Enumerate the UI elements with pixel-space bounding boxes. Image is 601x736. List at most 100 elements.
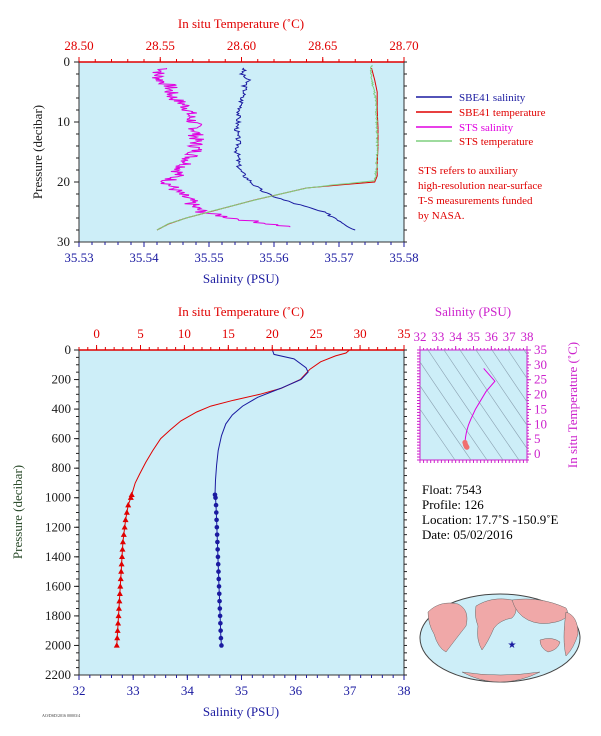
temperature-marker <box>117 575 124 582</box>
temperature-marker <box>119 553 126 560</box>
top-sal-tick-label-35-58: 35.58 <box>389 250 418 265</box>
main-sal-tick-label-35: 35 <box>235 683 248 698</box>
full-profile-plot-area <box>78 349 405 676</box>
float-location: Location: 17.7˚S -150.9˚E <box>422 512 559 527</box>
top-pressure-tick-label-0: 0 <box>64 54 71 69</box>
legend-label-sts-temperature: STS temperature <box>459 136 533 148</box>
main-sal-tick-label-34: 34 <box>181 683 195 698</box>
ts-temp-tick-label-35: 35 <box>534 342 547 357</box>
top-sal-tick-label-35-55: 35.55 <box>194 250 223 265</box>
top-pressure-tick-label-20: 20 <box>57 174 70 189</box>
salinity-marker <box>217 606 223 611</box>
main-pressure-tick-label-1000: 1000 <box>45 490 71 505</box>
temperature-marker <box>114 634 121 641</box>
salinity-marker <box>219 643 224 648</box>
salinity-marker <box>214 532 220 537</box>
near-surface-series-group <box>152 64 379 231</box>
salinity-marker <box>215 539 220 545</box>
temperature-marker <box>128 491 135 497</box>
main-sal-tick-label-38: 38 <box>398 683 411 698</box>
full-profile-line-temperature <box>116 349 350 646</box>
main-temp-tick-label-20: 20 <box>266 326 279 341</box>
salinity-marker <box>213 502 219 508</box>
temperature-marker <box>118 568 125 574</box>
temperature-marker <box>119 546 126 552</box>
sts-note: STS refers to auxiliary high-resolution … <box>418 165 542 222</box>
ts-series-group <box>462 368 496 450</box>
salinity-marker <box>215 561 221 567</box>
ts-plot-area <box>419 349 528 461</box>
ts-sal-tick-label-36: 36 <box>485 329 499 344</box>
main-pressure-tick-label-600: 600 <box>52 431 72 446</box>
float-position-marker: ★ <box>508 640 517 651</box>
map-landmass-asia <box>511 598 568 624</box>
main-temp-tick-label-30: 30 <box>354 326 367 341</box>
salinity-marker <box>216 584 222 589</box>
temperature-marker <box>115 612 122 619</box>
temperature-marker <box>113 642 120 648</box>
main-pressure-tick-label-200: 200 <box>52 372 72 387</box>
ts-sal-tick-label-38: 38 <box>521 329 534 344</box>
main-temp-tick-label-0: 0 <box>93 326 100 341</box>
ts-density-contour <box>427 350 504 460</box>
top-temp-tick-label-28-65: 28.65 <box>308 38 337 53</box>
main-pressure-tick-label-1400: 1400 <box>45 549 71 564</box>
map-landmass-australia <box>539 638 561 653</box>
legend-label-sbe41-salinity: SBE41 salinity <box>459 92 526 104</box>
float-number: Float: 7543 <box>422 482 482 497</box>
full-profile-series-group <box>113 349 350 648</box>
near-surface-salinity-axis-title: Salinity (PSU) <box>203 271 279 286</box>
main-temp-tick-label-25: 25 <box>310 326 323 341</box>
near-surface-line-sbe41-salinity <box>233 67 356 231</box>
temperature-marker <box>117 583 124 589</box>
temperature-marker <box>114 627 121 633</box>
top-pressure-tick-label-10: 10 <box>57 114 70 129</box>
sts-note-line-4: by NASA. <box>418 210 465 222</box>
main-sal-tick-label-32: 32 <box>73 683 86 698</box>
main-sal-tick-label-33: 33 <box>127 683 140 698</box>
top-sal-tick-label-35-53: 35.53 <box>64 250 93 265</box>
top-temp-tick-label-28-55: 28.55 <box>146 38 175 53</box>
salinity-marker <box>215 547 220 552</box>
near-surface-line-sts-temperature <box>156 64 379 231</box>
legend-label-sts-salinity: STS salinity <box>459 122 514 134</box>
top-sal-tick-label-35-56: 35.56 <box>259 250 289 265</box>
temperature-marker <box>119 538 126 545</box>
profile-date: Date: 05/02/2016 <box>422 527 513 542</box>
salinity-marker <box>216 591 222 597</box>
ts-temp-tick-label-5: 5 <box>534 431 541 446</box>
map-continents <box>427 598 579 683</box>
top-temp-tick-label-28-70: 28.70 <box>389 38 418 53</box>
ts-salinity-axis-title: Salinity (PSU) <box>435 304 511 319</box>
temperature-marker <box>125 501 132 508</box>
near-surface-pressure-axis-title: Pressure (decibar) <box>30 105 45 199</box>
salinity-marker <box>218 628 223 633</box>
main-temp-tick-label-35: 35 <box>398 326 411 341</box>
salinity-marker <box>217 598 222 604</box>
map-landmass-antarctica <box>461 671 541 683</box>
ts-sal-tick-label-32: 32 <box>414 329 427 344</box>
main-pressure-tick-label-1600: 1600 <box>45 578 71 593</box>
main-sal-tick-label-37: 37 <box>343 683 357 698</box>
salinity-marker <box>216 569 221 574</box>
sts-note-line-3: T-S measurements funded <box>418 195 533 207</box>
sts-note-line-2: high-resolution near-surface <box>418 180 542 192</box>
near-surface-temperature-axis-title: In situ Temperature (˚C) <box>178 16 304 31</box>
map-landmass-americas <box>427 602 468 653</box>
ts-density-contour <box>420 408 456 460</box>
ts-density-contour <box>491 350 527 403</box>
salinity-marker <box>215 554 221 560</box>
full-profile-axes-group: 0 5 10 15 20 25 30 35 32 33 34 35 36 37 38 0 200 400 600 80… <box>45 326 411 698</box>
near-surface-line-sts-salinity <box>152 67 291 228</box>
salinity-marker <box>217 613 223 619</box>
salinity-marker <box>214 524 220 530</box>
top-sal-tick-label-35-57: 35.57 <box>324 250 354 265</box>
temperature-marker <box>123 509 130 515</box>
temperature-marker <box>122 516 129 523</box>
temperature-marker <box>116 597 123 604</box>
sts-note-line-1: STS refers to auxiliary <box>418 165 518 177</box>
near-surface-axes-group: 28.50 28.55 28.60 28.65 28.70 35.53 35.54 35.55… <box>57 38 419 265</box>
